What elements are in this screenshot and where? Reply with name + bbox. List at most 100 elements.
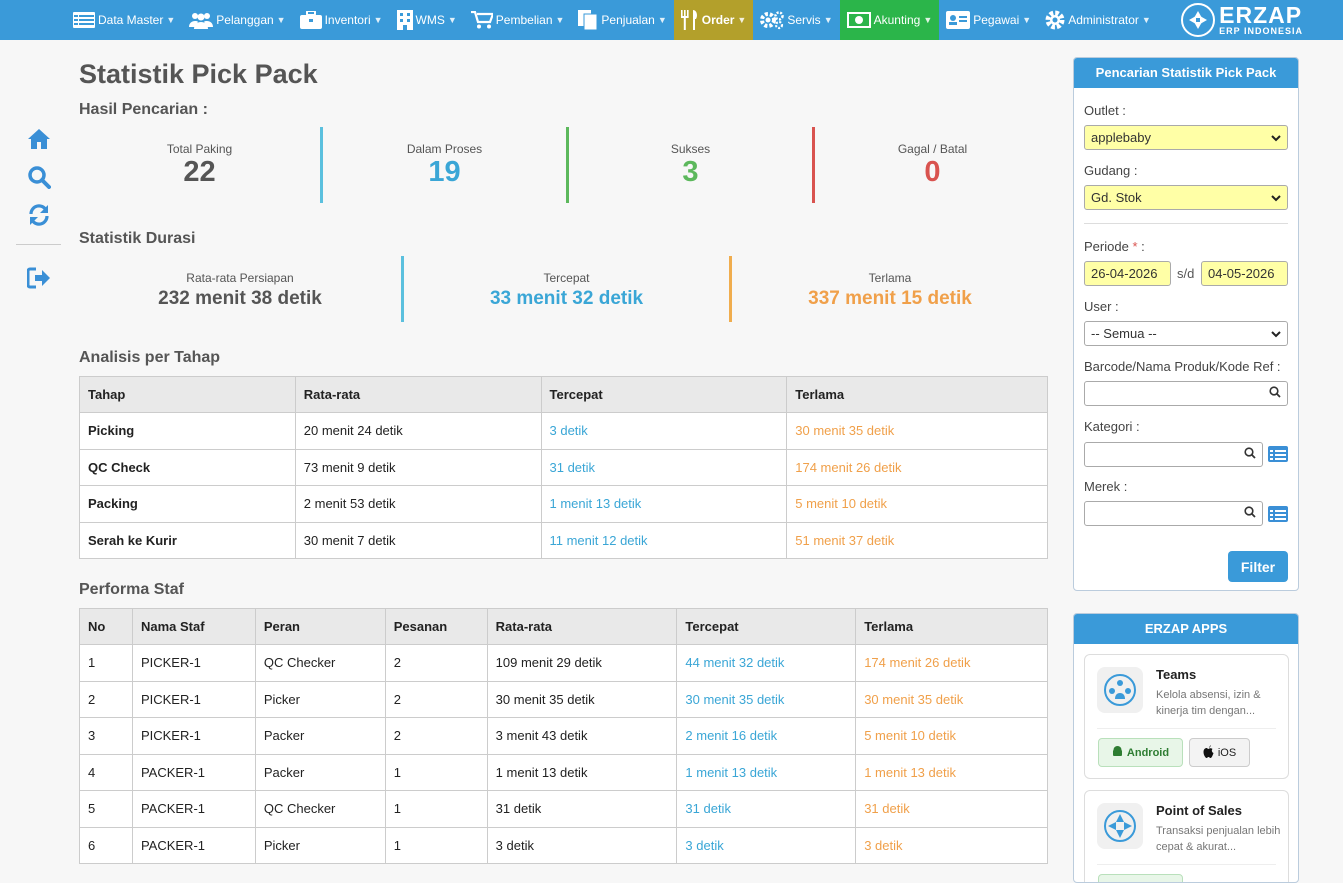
panel-divider <box>1084 223 1288 224</box>
cell-tercepat: 30 menit 35 detik <box>676 680 857 718</box>
gudang-value: Gd. Stok <box>1091 190 1142 205</box>
tahap-title: Analisis per Tahap <box>79 349 221 366</box>
user-select[interactable]: -- Semua -- <box>1084 321 1288 346</box>
barcode-input[interactable] <box>1084 381 1288 406</box>
table-row: QC Check 73 menit 9 detik 31 detik 174 m… <box>79 448 1048 486</box>
durasi-label: Rata-rata Persiapan <box>186 271 294 285</box>
nav-akunting[interactable]: Akunting ▼ <box>839 0 940 40</box>
durasi-terlama: Terlama 337 menit 15 detik <box>732 256 1048 322</box>
cell-pesanan: 2 <box>384 717 488 755</box>
app-card-teams[interactable]: Teams Kelola absensi, izin & kinerja tim… <box>1084 654 1289 779</box>
stat-sukses: Sukses 3 <box>569 127 812 203</box>
page-title: Statistik Pick Pack <box>79 59 318 89</box>
cell-rata-rata: 2 menit 53 detik <box>294 485 542 523</box>
sign-out-icon[interactable] <box>16 259 61 297</box>
filter-button[interactable]: Filter <box>1228 551 1288 582</box>
cell-pesanan: 2 <box>384 680 488 718</box>
nav-pegawai[interactable]: Pegawai ▼ <box>939 0 1038 40</box>
stat-gagal-batal: Gagal / Batal 0 <box>815 127 1050 203</box>
gudang-label: Gudang : <box>1084 163 1138 178</box>
col-header: Tercepat <box>540 376 788 413</box>
nav-pembelian[interactable]: Pembelian ▼ <box>464 0 572 40</box>
nav-servis[interactable]: Servis ▼ <box>753 0 839 40</box>
search-icon[interactable] <box>1244 447 1256 462</box>
col-header: Nama Staf <box>131 608 256 645</box>
cell-pesanan: 2 <box>384 644 488 682</box>
date-to-input[interactable]: 04-05-2026 <box>1201 261 1288 286</box>
sd-label: s/d <box>1177 266 1195 281</box>
android-button[interactable]: Android <box>1098 738 1183 767</box>
app-description: Kelola absensi, izin & kinerja tim denga… <box>1156 689 1261 717</box>
outlet-select[interactable]: applebaby <box>1084 125 1288 150</box>
search-icon[interactable] <box>1244 506 1256 521</box>
table-header-row: Tahap Rata-rata Tercepat Terlama <box>79 376 1048 413</box>
cell-tercepat: 44 menit 32 detik <box>676 644 857 682</box>
android-button[interactable] <box>1098 874 1183 882</box>
id-card-icon <box>946 11 971 29</box>
search-icon[interactable] <box>1269 386 1281 401</box>
top-navbar: Data Master ▼ Pelanggan ▼ Inventori ▼ WMS ▼ … <box>0 0 1343 40</box>
date-from-input[interactable]: 26-04-2026 <box>1084 261 1171 286</box>
nav-order[interactable]: Order ▼ <box>673 0 754 40</box>
durasi-divider <box>401 256 404 322</box>
teams-app-icon <box>1097 667 1143 713</box>
cell-tahap: QC Check <box>79 448 296 486</box>
list-icon[interactable] <box>1268 506 1288 527</box>
cell-rata-rata: 109 menit 29 detik <box>486 644 678 682</box>
periode-label-text: Periode <box>1084 239 1129 254</box>
search-panel: Pencarian Statistik Pick Pack Outlet : a… <box>1073 57 1299 591</box>
col-header: Rata-rata <box>486 608 678 645</box>
cell-no: 1 <box>79 644 133 682</box>
nav-data-master[interactable]: Data Master ▼ <box>66 0 182 40</box>
nav-inventori[interactable]: Inventori ▼ <box>293 0 390 40</box>
nav-label: Administrator <box>1068 13 1139 27</box>
chevron-down-icon: ▼ <box>1141 15 1151 25</box>
cell-rata-rata: 3 menit 43 detik <box>486 717 678 755</box>
search-icon[interactable] <box>16 158 61 196</box>
durasi-value: 337 menit 15 detik <box>808 288 972 309</box>
hasil-title: Hasil Pencarian : <box>79 101 208 118</box>
cell-tahap: Picking <box>79 412 296 450</box>
chevron-down-icon <box>1271 190 1281 205</box>
cell-nama: PICKER-1 <box>131 680 256 718</box>
table-row: 3 PICKER-1 Packer 2 3 menit 43 detik 2 m… <box>79 717 1048 755</box>
nav-penjualan[interactable]: Penjualan ▼ <box>571 0 673 40</box>
gudang-select[interactable]: Gd. Stok <box>1084 185 1288 210</box>
cell-tercepat: 1 menit 13 detik <box>676 753 857 791</box>
col-header: Terlama <box>786 376 1048 413</box>
cell-no: 6 <box>79 826 133 864</box>
brand-logo[interactable]: ERZAP ERP INDONESIA <box>1181 3 1303 37</box>
stat-label: Gagal / Batal <box>897 142 968 156</box>
stat-dalam-proses: Dalam Proses 19 <box>323 127 566 203</box>
nav-wms[interactable]: WMS ▼ <box>390 0 464 40</box>
nav-label: Akunting <box>873 13 921 27</box>
app-card-pos[interactable]: Point of Sales Transaksi penjualan lebih… <box>1084 790 1289 882</box>
stat-value: 19 <box>428 156 461 188</box>
cell-terlama: 3 detik <box>855 826 1048 864</box>
ios-button[interactable]: iOS <box>1189 738 1250 767</box>
stat-divider <box>320 127 323 203</box>
durasi-divider <box>729 256 732 322</box>
apps-panel: ERZAP APPS Teams Kelola absensi, izin & … <box>1073 613 1299 883</box>
merek-input[interactable] <box>1084 501 1263 526</box>
cell-terlama: 30 menit 35 detik <box>786 412 1048 450</box>
nav-label: Order <box>701 13 735 27</box>
col-header: Tercepat <box>676 608 857 645</box>
search-panel-title: Pencarian Statistik Pick Pack <box>1074 58 1298 88</box>
stat-value: 3 <box>682 156 699 188</box>
cogs-icon <box>760 10 785 30</box>
nav-administrator[interactable]: Administrator ▼ <box>1038 0 1158 40</box>
cell-pesanan: 1 <box>384 826 488 864</box>
periode-label: Periode * : <box>1084 239 1145 254</box>
list-icon[interactable] <box>1268 446 1288 467</box>
refresh-icon[interactable] <box>16 196 61 234</box>
home-icon[interactable] <box>16 120 61 158</box>
nav-pelanggan[interactable]: Pelanggan ▼ <box>182 0 292 40</box>
cell-peran: Picker <box>254 826 386 864</box>
required-marker: * <box>1132 239 1138 254</box>
cell-rata-rata: 3 detik <box>486 826 678 864</box>
table-icon <box>73 12 95 28</box>
stat-label: Dalam Proses <box>406 142 483 156</box>
chevron-down-icon: ▼ <box>166 15 176 25</box>
kategori-input[interactable] <box>1084 442 1263 467</box>
